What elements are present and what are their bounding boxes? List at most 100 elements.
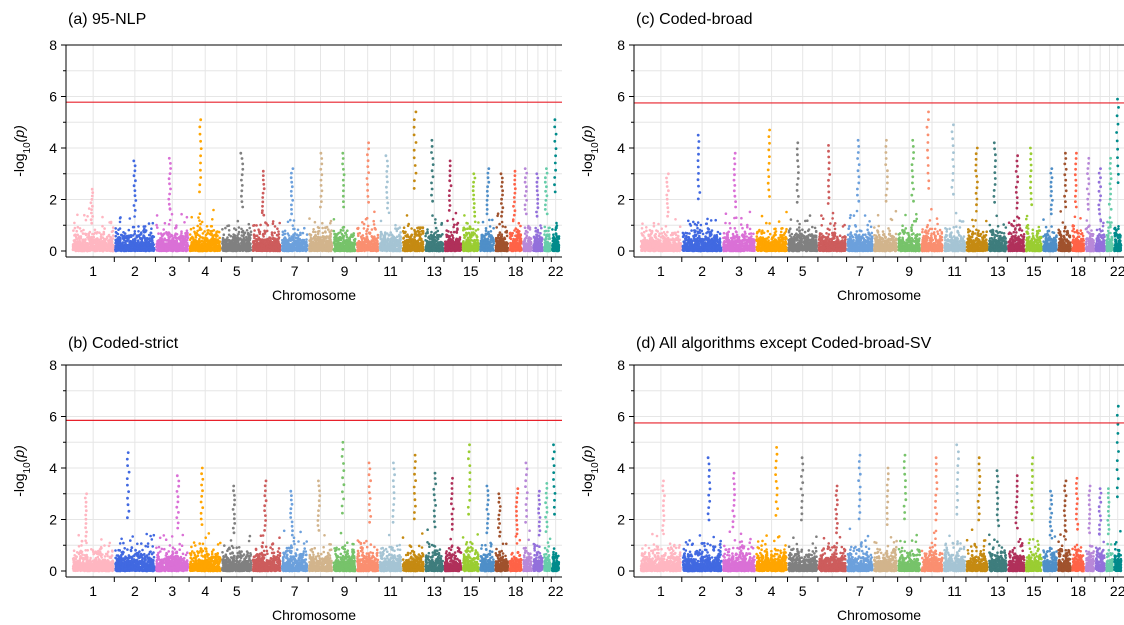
data-point [238,226,241,229]
data-point [215,248,218,251]
data-point [111,240,114,243]
data-point [377,236,380,239]
data-point [191,248,194,251]
data-point [327,240,330,243]
data-point-peak [261,209,264,212]
data-point [248,246,251,249]
data-point-peak [169,188,172,191]
data-point [198,234,201,237]
data-point [388,242,391,245]
data-point [292,224,295,227]
data-point [373,235,376,238]
data-point [247,249,250,252]
data-point [140,249,143,252]
data-point-peak [91,188,94,191]
data-point [315,248,318,251]
data-point [284,230,287,233]
data-point [367,225,370,228]
data-point-peak [290,181,293,184]
data-point [213,238,216,241]
data-point-peak [320,152,323,155]
data-point [238,247,241,250]
data-point [266,230,269,233]
data-point [365,233,368,236]
data-point [81,239,84,242]
data-point [325,236,328,239]
data-point [180,213,183,216]
data-point [107,248,110,251]
data-point [199,223,202,226]
data-point-peak [199,133,202,136]
data-point-peak [169,167,172,170]
data-point [317,232,320,235]
data-point [232,245,235,248]
data-point-peak [134,179,137,182]
data-point-peak [366,165,369,168]
data-point [134,249,137,252]
data-point [350,241,353,244]
data-point [391,246,394,249]
data-point [213,241,216,244]
data-point [246,229,249,232]
data-point [79,227,82,230]
data-point [77,226,80,229]
data-point [277,237,280,240]
data-point [95,243,98,246]
data-point [338,239,341,242]
data-point [226,245,229,248]
data-point [383,246,386,249]
data-point [322,236,325,239]
data-point [102,250,105,253]
data-point [118,236,121,239]
data-point [183,238,186,241]
data-point [306,233,309,236]
data-point [334,240,337,243]
data-point-peak [91,198,94,201]
data-point-peak [262,179,265,182]
data-point [328,244,331,247]
data-point [108,234,111,237]
data-point [305,238,308,241]
data-point-peak [261,205,264,208]
data-point [367,240,370,243]
data-point [265,222,268,225]
data-point [254,245,257,248]
data-point [189,238,192,241]
data-point-peak [169,208,172,211]
data-point [115,231,118,234]
data-point [171,213,174,216]
data-point-peak [341,152,344,155]
data-point-peak [320,184,323,187]
data-point-peak [385,186,388,189]
data-point [159,249,162,252]
data-point [255,238,258,241]
grid [66,45,562,257]
data-point-peak [367,141,370,144]
data-point [338,250,341,253]
data-point [289,249,292,252]
data-point [78,240,81,243]
data-point [99,246,102,249]
data-point [388,212,391,215]
data-point [284,233,287,236]
data-point [98,231,101,234]
data-point [175,249,178,252]
data-point-peak [262,170,265,173]
data-point-peak [239,152,242,155]
data-point [93,236,96,239]
data-point [346,229,349,232]
data-point [321,227,324,230]
data-point [230,245,233,248]
data-point [403,226,406,229]
data-point [277,248,280,251]
data-point [275,243,278,246]
data-point [342,242,345,245]
data-point [132,244,135,247]
data-point-peak [168,193,171,196]
data-point [210,241,213,244]
data-point [324,249,327,252]
data-point-peak [367,171,370,174]
data-point [184,235,187,238]
data-point [350,249,353,252]
